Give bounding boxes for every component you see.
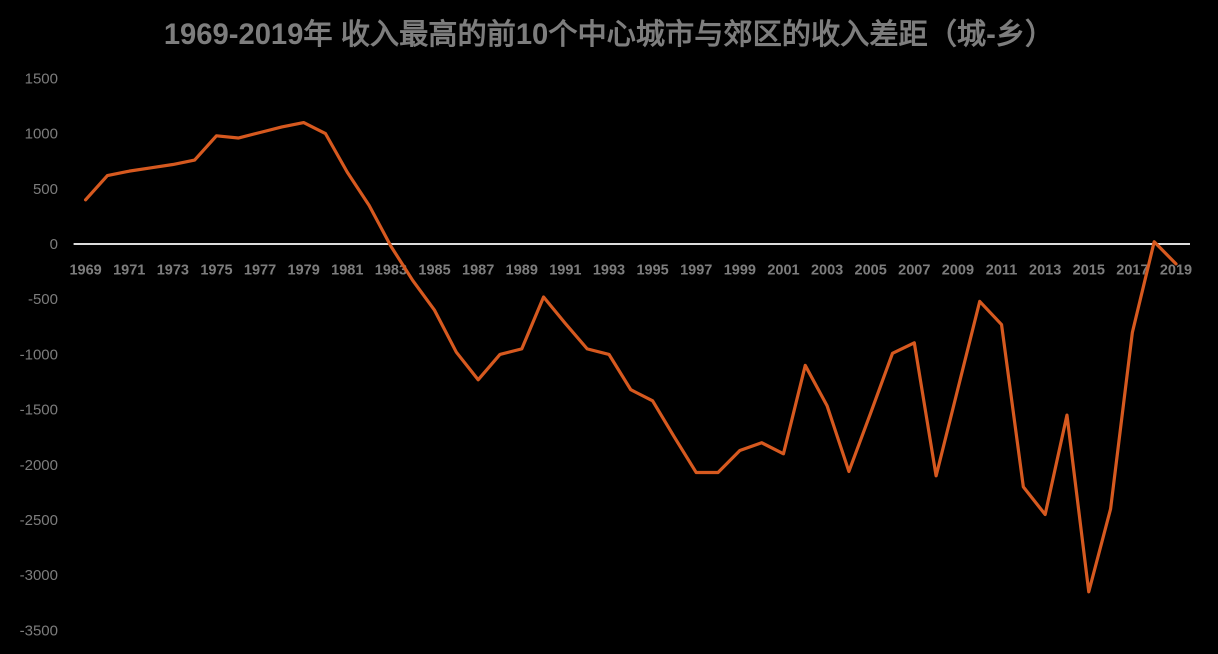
svg-text:-1000: -1000 [20,346,58,363]
svg-text:-2500: -2500 [20,512,58,529]
svg-text:1985: 1985 [418,263,450,279]
svg-text:1991: 1991 [549,263,581,279]
svg-text:-500: -500 [28,291,58,308]
svg-text:1977: 1977 [244,263,276,279]
svg-text:2009: 2009 [942,263,974,279]
svg-text:1979: 1979 [288,263,320,279]
svg-text:2015: 2015 [1073,263,1105,279]
svg-text:1969: 1969 [69,263,101,279]
svg-text:2011: 2011 [986,263,1017,279]
svg-text:-3000: -3000 [20,567,58,584]
svg-text:1989: 1989 [506,263,538,279]
svg-text:1987: 1987 [462,263,494,279]
svg-text:1997: 1997 [680,263,712,279]
svg-text:2001: 2001 [767,263,799,279]
svg-text:2017: 2017 [1116,263,1148,279]
svg-text:-1500: -1500 [20,402,58,419]
svg-text:2013: 2013 [1029,263,1061,279]
svg-text:-3500: -3500 [20,622,58,639]
svg-text:2007: 2007 [898,263,930,279]
svg-text:1981: 1981 [331,263,363,279]
svg-text:2005: 2005 [855,263,887,279]
svg-text:0: 0 [50,236,58,253]
svg-text:2003: 2003 [811,263,843,279]
svg-text:500: 500 [33,181,58,198]
svg-text:-2000: -2000 [20,457,58,474]
svg-text:1999: 1999 [724,263,756,279]
svg-text:1995: 1995 [636,263,668,279]
svg-text:1971: 1971 [113,263,145,279]
svg-text:1000: 1000 [25,126,58,143]
svg-text:1975: 1975 [200,263,232,279]
svg-text:1993: 1993 [593,263,625,279]
svg-text:1973: 1973 [157,263,189,279]
svg-text:1500: 1500 [25,70,58,87]
